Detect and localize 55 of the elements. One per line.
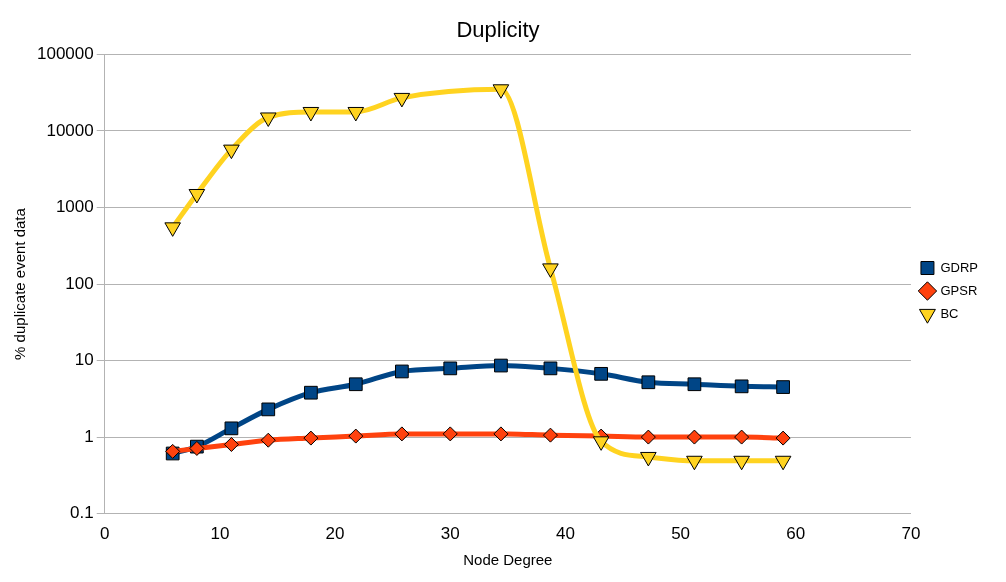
y-tick-label: 10000 bbox=[46, 120, 94, 140]
point bbox=[443, 361, 458, 376]
x-tick-label: 50 bbox=[671, 524, 691, 544]
point bbox=[393, 92, 411, 108]
point bbox=[303, 430, 319, 446]
legend-label: BC bbox=[940, 305, 959, 321]
chart-title: Duplicity bbox=[456, 17, 540, 43]
point bbox=[775, 430, 791, 446]
point bbox=[261, 402, 276, 417]
point bbox=[442, 426, 458, 442]
point bbox=[641, 375, 656, 390]
point bbox=[348, 377, 363, 392]
x-tick-label: 30 bbox=[440, 524, 460, 544]
point bbox=[164, 222, 181, 237]
point bbox=[594, 366, 608, 381]
y-tick-label: 0.1 bbox=[70, 503, 94, 523]
legend-label: GDRP bbox=[940, 259, 978, 275]
point bbox=[347, 106, 365, 122]
legend-label: GPSR bbox=[940, 282, 978, 298]
x-tick-label: 20 bbox=[325, 524, 345, 544]
y-axis-title: % duplicate event data bbox=[11, 207, 29, 360]
x-tick-label: 60 bbox=[786, 524, 806, 544]
x-tick-label: 0 bbox=[99, 524, 110, 544]
point bbox=[394, 426, 410, 442]
x-tick-label: 10 bbox=[210, 524, 230, 544]
point bbox=[348, 428, 364, 444]
point bbox=[493, 426, 509, 442]
point bbox=[188, 188, 206, 204]
point bbox=[686, 429, 702, 445]
point bbox=[492, 84, 510, 99]
point bbox=[734, 429, 750, 445]
point bbox=[494, 358, 508, 373]
point bbox=[260, 432, 276, 448]
y-tick-label: 100000 bbox=[36, 44, 94, 64]
point bbox=[542, 427, 558, 443]
y-tick-label: 100 bbox=[65, 273, 94, 293]
point bbox=[687, 377, 702, 392]
point bbox=[302, 106, 320, 122]
point bbox=[734, 379, 749, 394]
y-tick-label: 1 bbox=[84, 426, 94, 446]
point bbox=[224, 421, 239, 436]
point bbox=[640, 429, 656, 445]
point bbox=[223, 144, 240, 160]
x-axis-title: Node Degree bbox=[463, 551, 553, 569]
point bbox=[223, 436, 239, 452]
point bbox=[395, 364, 409, 379]
point bbox=[542, 263, 559, 278]
y-tick-label: 10 bbox=[74, 350, 94, 370]
x-tick-label: 70 bbox=[901, 524, 921, 544]
point bbox=[776, 380, 790, 394]
point bbox=[259, 112, 277, 127]
point bbox=[543, 361, 558, 376]
x-tick-label: 40 bbox=[555, 524, 575, 544]
y-tick-label: 1000 bbox=[55, 197, 94, 217]
point bbox=[304, 385, 318, 400]
